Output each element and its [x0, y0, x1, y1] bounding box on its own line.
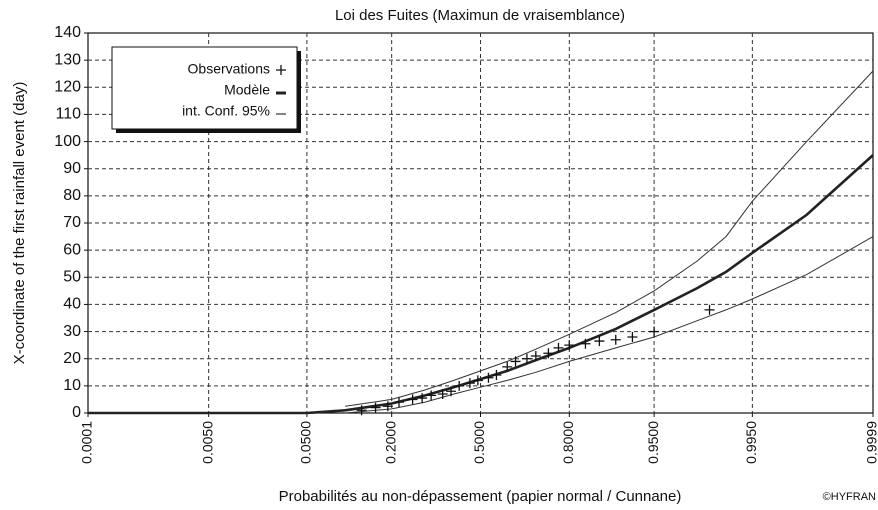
legend-box: [111, 46, 298, 130]
y-axis-label: X-coordinate of the first rainfall event…: [11, 82, 28, 365]
x-tick-label: 0.0500: [298, 421, 314, 464]
y-tick-label: 120: [54, 79, 81, 96]
observation: [704, 304, 715, 315]
y-tick-label: 10: [63, 377, 81, 394]
observation: [510, 356, 521, 367]
x-tick-label: 0.9500: [645, 421, 661, 464]
observation: [407, 394, 418, 405]
y-tick-label: 60: [63, 241, 81, 258]
y-tick-label: 50: [63, 269, 81, 286]
observation: [580, 338, 591, 349]
credit: ©HYFRAN: [823, 491, 876, 503]
x-tick-label: 0.2000: [382, 421, 398, 464]
y-tick-label: 20: [63, 350, 81, 367]
x-tick-label: 0.5000: [471, 421, 487, 464]
legend-label: Modèle: [224, 82, 270, 98]
observation: [610, 334, 621, 345]
x-tick-label: 0.9950: [743, 421, 759, 464]
observation: [437, 389, 448, 399]
y-tick-label: 110: [55, 106, 81, 123]
x-tick-label: 0.0001: [79, 421, 95, 464]
conf-upper: [345, 70, 874, 407]
observation: [553, 342, 564, 353]
legend: Observations Modèle int. Conf. 95%: [111, 46, 301, 133]
observation: [543, 348, 554, 359]
chart-title: Loi des Fuites (Maximun de vraisemblance…: [335, 7, 625, 24]
observation: [627, 332, 638, 342]
observation: [483, 372, 494, 383]
observation: [356, 405, 367, 416]
y-tick-label: 80: [63, 187, 81, 204]
observation: [394, 397, 405, 408]
conf-lower: [345, 236, 874, 414]
observation: [521, 353, 532, 364]
observation: [446, 386, 457, 397]
y-tick-label: 70: [63, 214, 81, 231]
y-tick-label: 140: [54, 24, 81, 41]
legend-label: int. Conf. 95%: [182, 103, 270, 119]
observation: [464, 378, 475, 389]
observation: [472, 375, 483, 386]
observation: [382, 401, 393, 412]
y-tick-label: 30: [63, 323, 81, 340]
x-axis-label: Probabilités au non-dépassement (papier …: [279, 488, 682, 505]
legend-label: Observations: [188, 61, 270, 77]
observation: [491, 370, 502, 380]
observation: [370, 402, 381, 413]
observation: [564, 340, 575, 351]
y-tick-label: 100: [54, 133, 81, 150]
x-tick-label: 0.0050: [199, 421, 215, 464]
x-tick-label: 0.8000: [560, 421, 576, 464]
y-tick-label: 0: [72, 404, 81, 421]
x-tick-label: 0.9999: [864, 421, 878, 464]
observation: [530, 351, 541, 361]
observation: [594, 336, 605, 347]
y-tick-label: 130: [54, 51, 81, 68]
y-tick-label: 40: [63, 296, 81, 313]
y-tick-label: 90: [63, 160, 81, 177]
legend-symbol: [276, 65, 286, 75]
observation: [417, 393, 428, 404]
observation: [649, 326, 660, 337]
observation: [454, 380, 465, 391]
observation: [426, 390, 437, 401]
observation: [502, 361, 513, 372]
